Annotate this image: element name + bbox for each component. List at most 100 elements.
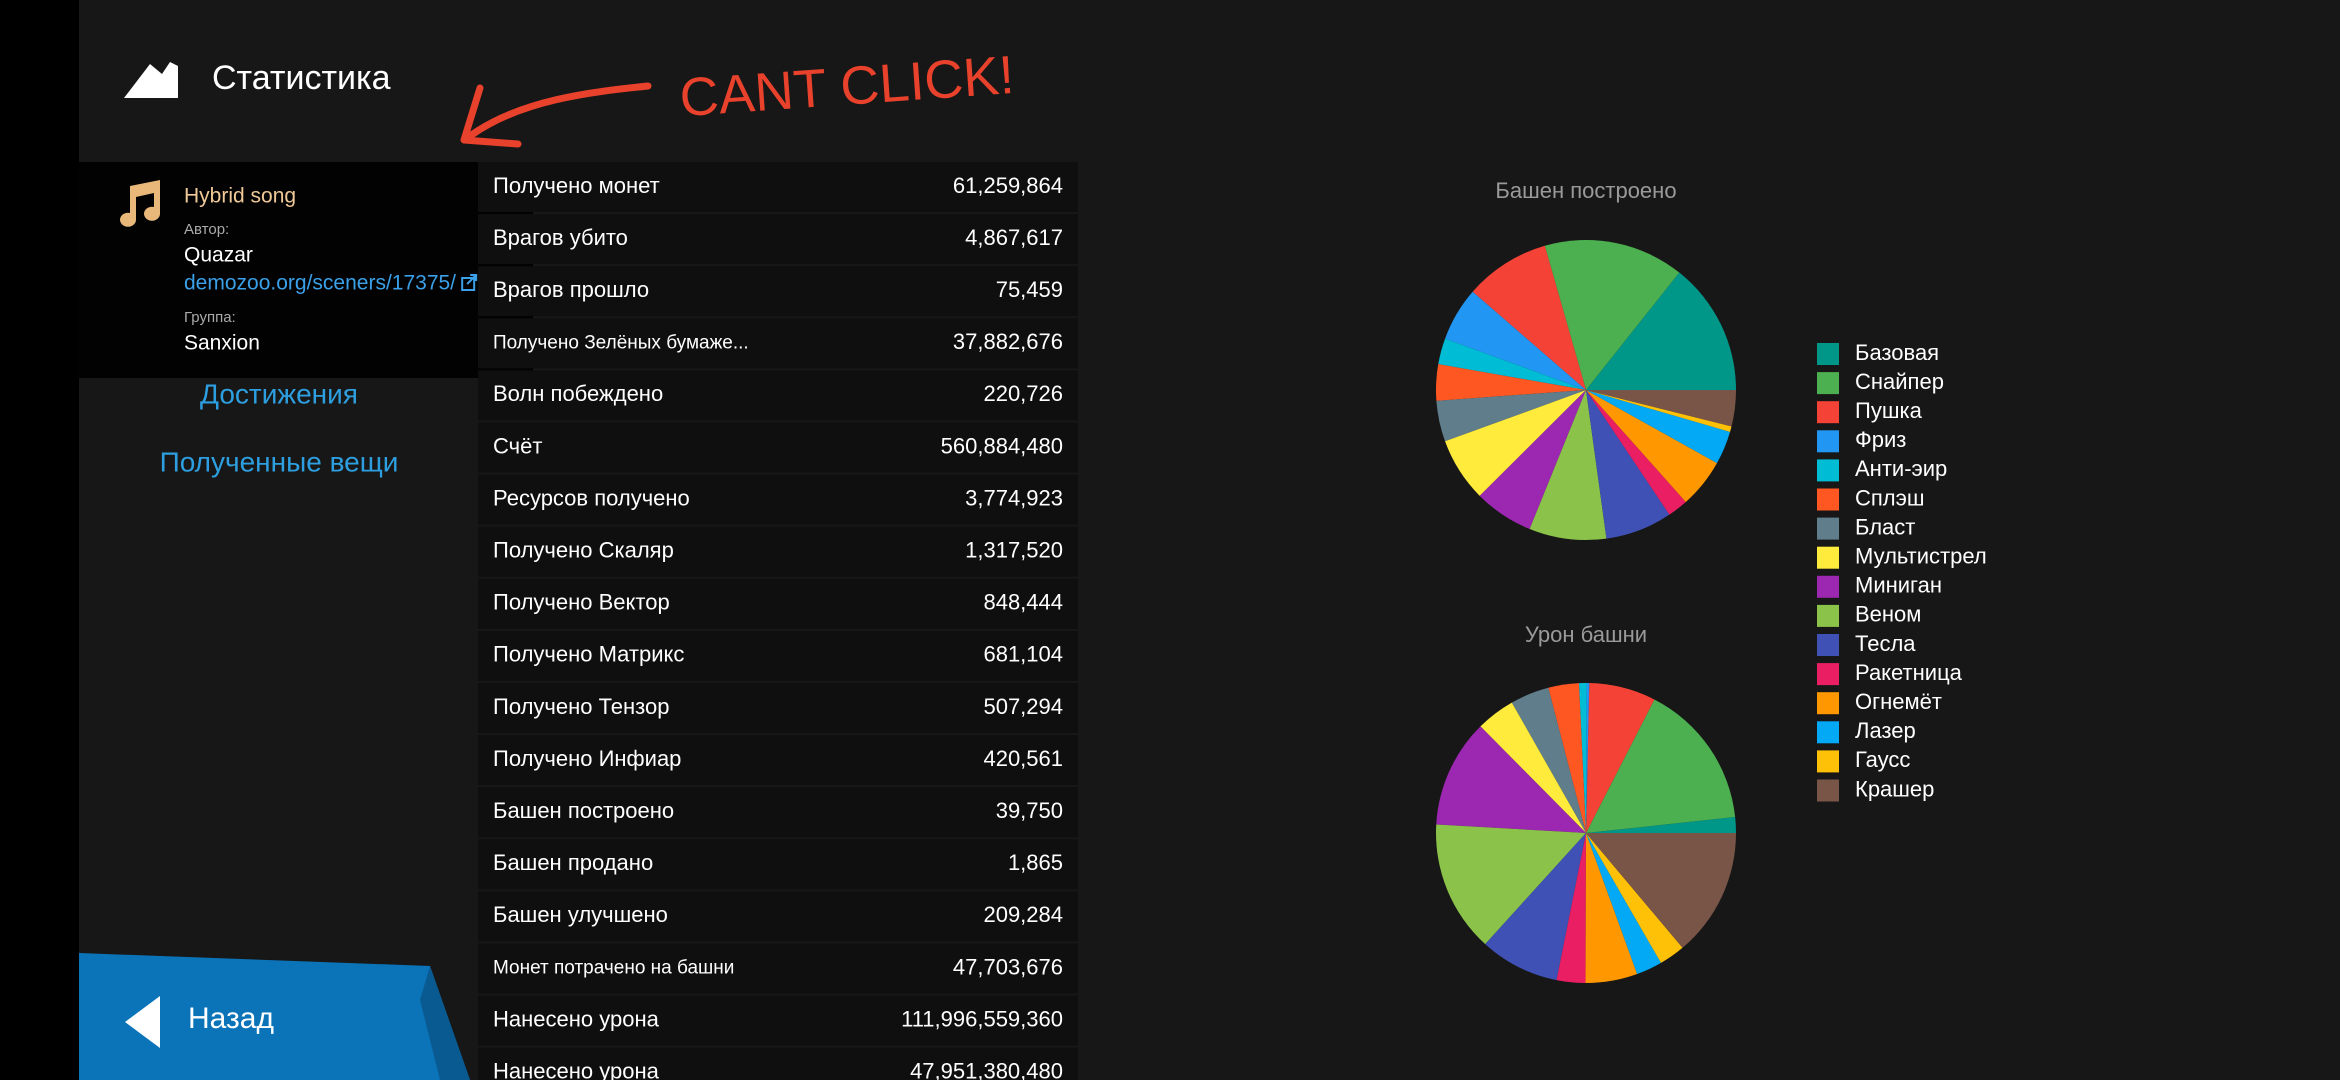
row-label: Врагов прошло (493, 277, 649, 302)
row-label: Нанесено урона (493, 1006, 660, 1031)
legend-swatch (1817, 343, 1839, 365)
legend-swatch (1817, 692, 1839, 715)
table-row (478, 370, 1078, 421)
row-label: Башен улучшено (493, 902, 668, 927)
row-value: 507,294 (983, 694, 1063, 719)
legend-swatch (1817, 779, 1839, 802)
menu-item[interactable]: Достижения (200, 378, 358, 409)
row-value: 61,259,864 (953, 173, 1063, 198)
row-value: 3,774,923 (965, 485, 1063, 510)
legend-swatch (1817, 721, 1839, 744)
row-label: Получено Вектор (493, 590, 670, 615)
legend: Базовая Снайпер Пушка Фриз Анти-эир Сплэш Блас… (1817, 340, 1987, 802)
legend-swatch (1817, 430, 1839, 453)
pie-slice (1480, 702, 1586, 833)
header-title: Статистика (212, 59, 391, 97)
legend-label: Фриз (1855, 427, 1906, 452)
chart-title: Урон башни (1525, 622, 1647, 647)
pie-slice (1586, 390, 1670, 539)
legend-swatch (1817, 750, 1839, 773)
row-value: 560,884,480 (941, 433, 1063, 458)
table-row (478, 266, 1078, 317)
legend-label: Крашер (1855, 776, 1934, 801)
row-value: 111,996,559,360 (901, 1006, 1063, 1031)
table-row (478, 526, 1078, 577)
row-value: 209,284 (983, 902, 1063, 927)
pie-slice (1548, 683, 1586, 833)
legend-swatch (1817, 401, 1839, 424)
annotation-arrowhead (460, 84, 522, 148)
back-label[interactable]: Назад (188, 1002, 274, 1035)
table-row (478, 1047, 1078, 1080)
row-value: 848,444 (983, 590, 1063, 615)
legend-swatch (1817, 546, 1839, 569)
pie-slice (1438, 338, 1586, 390)
row-value: 75,459 (996, 277, 1063, 302)
row-value: 37,882,676 (953, 329, 1063, 354)
legend-swatch (1817, 488, 1839, 511)
pie-slice (1511, 687, 1586, 833)
row-label: Получено Зелёных бумаже... (493, 332, 749, 353)
pie-slice (1544, 240, 1680, 390)
legend-label: Базовая (1855, 340, 1939, 365)
row-label: Монет потрачено на башни (493, 958, 734, 979)
pie-slice (1586, 833, 1683, 963)
pie-slice (1529, 390, 1607, 541)
legend-label: Лазер (1855, 718, 1916, 743)
table-row (478, 683, 1078, 733)
row-value: 220,726 (983, 381, 1063, 406)
legend-swatch (1817, 604, 1839, 627)
row-value: 47,951,380,480 (910, 1059, 1063, 1080)
row-label: Получено монет (493, 173, 660, 198)
back-button[interactable] (79, 953, 470, 1080)
legend-label: Огнемёт (1855, 689, 1942, 714)
author-label: Автор: (184, 221, 229, 238)
back-icon (125, 996, 160, 1048)
row-label: Получено Тензор (493, 694, 670, 719)
row-value: 4,867,617 (965, 225, 1063, 250)
pie-slice (1586, 817, 1736, 833)
legend-swatch (1817, 575, 1839, 598)
pie-slice (1436, 726, 1586, 833)
table-row (478, 578, 1078, 629)
table-row (478, 474, 1078, 525)
table-row (478, 214, 1078, 265)
pie-slice (1586, 833, 1736, 948)
legend-label: Пушка (1855, 398, 1923, 423)
legend-label: Бласт (1855, 514, 1915, 539)
legend-swatch (1817, 459, 1839, 482)
pie-slice (1445, 390, 1586, 496)
row-label: Получено Скаляр (493, 538, 674, 563)
pie-slice (1479, 390, 1586, 530)
legend-swatch (1817, 663, 1839, 686)
pie-slice (1586, 390, 1717, 502)
row-value: 39,750 (996, 798, 1063, 823)
group-label: Группа: (184, 309, 236, 326)
legend-swatch (1817, 372, 1839, 395)
pie-slice (1485, 833, 1586, 981)
pie-slice (1436, 364, 1586, 401)
pie-slice (1586, 390, 1686, 515)
menu-item[interactable]: Полученные вещи (160, 446, 399, 477)
chart-title: Башен построено (1495, 178, 1676, 203)
row-label: Ресурсов получено (493, 485, 690, 510)
pie-slice (1472, 245, 1586, 390)
pie-slice (1586, 390, 1731, 464)
legend-label: Мультистрел (1855, 544, 1987, 569)
pie-slice (1586, 683, 1655, 833)
legend-swatch (1817, 517, 1839, 540)
pie-slice (1586, 272, 1736, 390)
pie-slice (1445, 291, 1586, 390)
row-label: Врагов убито (493, 225, 628, 250)
legend-label: Снайпер (1855, 369, 1944, 394)
author: Quazar (184, 244, 253, 267)
legend-swatch (1817, 634, 1839, 656)
row-label: Башен построено (493, 798, 674, 823)
pie-slice (1436, 824, 1586, 945)
table-row (478, 735, 1078, 786)
author-link[interactable]: demozoo.org/sceners/17375/ (184, 272, 456, 295)
row-label: Башен продано (493, 850, 653, 875)
table-row (478, 162, 1078, 212)
pie-slice (1586, 390, 1736, 427)
